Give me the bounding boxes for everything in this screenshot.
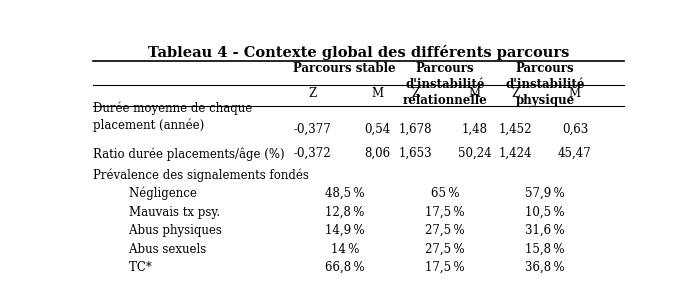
Text: 14 %: 14 % bbox=[331, 243, 359, 256]
Text: Z: Z bbox=[511, 87, 519, 99]
Text: 57,9 %: 57,9 % bbox=[525, 187, 565, 200]
Text: 0,63: 0,63 bbox=[562, 123, 588, 136]
Text: Z: Z bbox=[308, 87, 317, 99]
Text: 8,06: 8,06 bbox=[364, 147, 390, 160]
Text: 65 %: 65 % bbox=[431, 187, 459, 200]
Text: 27,5 %: 27,5 % bbox=[425, 243, 465, 256]
Text: 15,8 %: 15,8 % bbox=[526, 243, 565, 256]
Text: Tableau 4 - Contexte global des différents parcours: Tableau 4 - Contexte global des différen… bbox=[147, 45, 569, 59]
Text: 0,54: 0,54 bbox=[364, 123, 390, 136]
Text: M: M bbox=[569, 87, 581, 99]
Text: Ratio durée placements/âge (%): Ratio durée placements/âge (%) bbox=[93, 147, 284, 161]
Text: -0,372: -0,372 bbox=[294, 147, 331, 160]
Text: 1,452: 1,452 bbox=[498, 123, 532, 136]
Text: Z: Z bbox=[411, 87, 419, 99]
Text: Parcours
d'instabilité
relationnelle: Parcours d'instabilité relationnelle bbox=[403, 62, 487, 107]
Text: 66,8 %: 66,8 % bbox=[325, 261, 364, 274]
Text: Parcours stable: Parcours stable bbox=[294, 62, 396, 75]
Text: Mauvais tx psy.: Mauvais tx psy. bbox=[115, 205, 221, 218]
Text: 1,653: 1,653 bbox=[398, 147, 432, 160]
Text: 14,9 %: 14,9 % bbox=[325, 224, 364, 237]
Text: 50,24: 50,24 bbox=[458, 147, 491, 160]
Text: Prévalence des signalements fondés: Prévalence des signalements fondés bbox=[93, 168, 309, 182]
Text: 10,5 %: 10,5 % bbox=[526, 205, 565, 218]
Text: 36,8 %: 36,8 % bbox=[526, 261, 565, 274]
Text: Négligence: Négligence bbox=[115, 187, 197, 200]
Text: Parcours
d'instabilité
physique: Parcours d'instabilité physique bbox=[505, 62, 585, 107]
Text: 31,6 %: 31,6 % bbox=[526, 224, 565, 237]
Text: 17,5 %: 17,5 % bbox=[425, 205, 465, 218]
Text: -0,377: -0,377 bbox=[294, 123, 331, 136]
Text: 1,678: 1,678 bbox=[398, 123, 432, 136]
Text: M: M bbox=[468, 87, 481, 99]
Text: Durée moyenne de chaque
placement (année): Durée moyenne de chaque placement (année… bbox=[93, 102, 252, 132]
Text: M: M bbox=[371, 87, 383, 99]
Text: Abus physiques: Abus physiques bbox=[115, 224, 222, 237]
Text: 17,5 %: 17,5 % bbox=[425, 261, 465, 274]
Text: 27,5 %: 27,5 % bbox=[425, 224, 465, 237]
Text: TC*: TC* bbox=[115, 261, 152, 274]
Text: 1,424: 1,424 bbox=[498, 147, 532, 160]
Text: 1,48: 1,48 bbox=[462, 123, 488, 136]
Text: 12,8 %: 12,8 % bbox=[325, 205, 364, 218]
Text: Abus sexuels: Abus sexuels bbox=[115, 243, 207, 256]
Text: 45,47: 45,47 bbox=[558, 147, 592, 160]
Text: 48,5 %: 48,5 % bbox=[325, 187, 364, 200]
